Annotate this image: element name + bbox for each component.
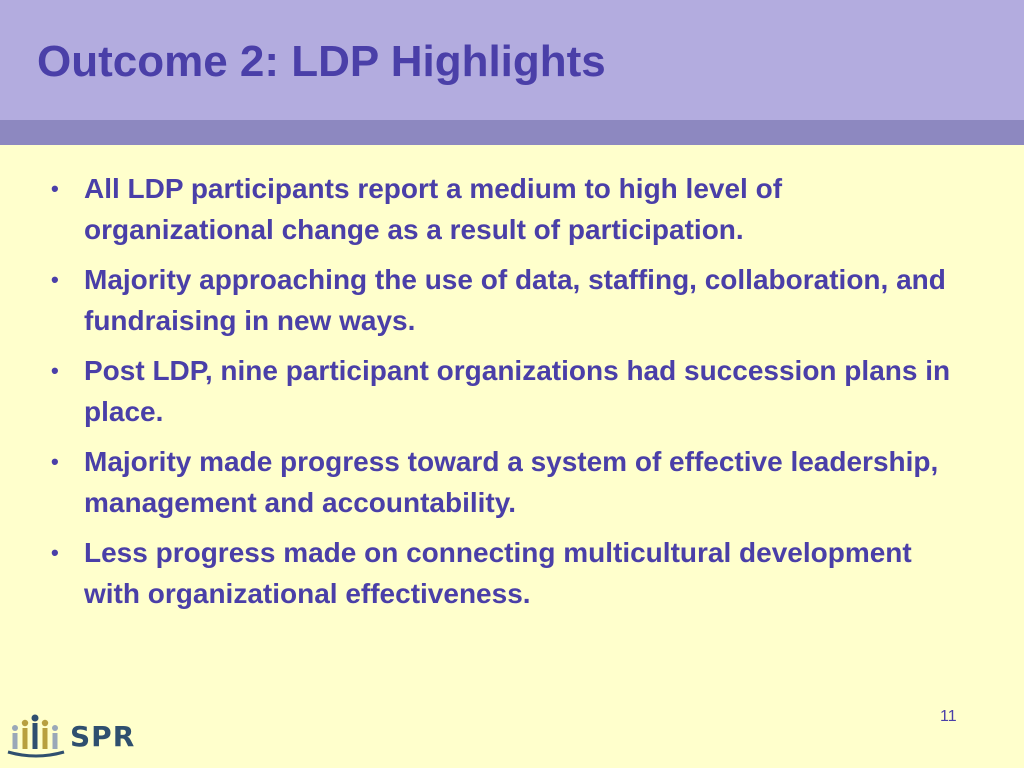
bullet-dot-icon: •: [51, 540, 59, 565]
header-bar: [0, 0, 1024, 120]
spr-logo: SPR: [6, 712, 134, 760]
bullet-item: • Post LDP, nine participant organizatio…: [40, 350, 970, 432]
header-band: [0, 120, 1024, 145]
bullet-text: Majority approaching the use of data, st…: [84, 264, 946, 336]
spr-logo-icon: [7, 714, 65, 758]
bullet-item: • Majority made progress toward a system…: [40, 441, 970, 523]
slide-title: Outcome 2: LDP Highlights: [37, 37, 606, 86]
bullet-text: Post LDP, nine participant organizations…: [84, 355, 951, 427]
bullet-item: • All LDP participants report a medium t…: [40, 168, 970, 250]
bullet-text: Less progress made on connecting multicu…: [84, 537, 912, 609]
bullet-dot-icon: •: [51, 267, 59, 292]
page-number: 11: [940, 708, 957, 725]
bullet-dot-icon: •: [51, 176, 59, 201]
bullet-text: All LDP participants report a medium to …: [84, 173, 783, 245]
bullet-text: Majority made progress toward a system o…: [84, 446, 939, 518]
bullet-dot-icon: •: [51, 358, 59, 383]
logo-text: SPR: [70, 720, 136, 753]
bullet-dot-icon: •: [51, 449, 59, 474]
bullet-item: • Less progress made on connecting multi…: [40, 532, 970, 614]
bullet-item: • Majority approaching the use of data, …: [40, 259, 970, 341]
bullet-list: • All LDP participants report a medium t…: [40, 168, 970, 623]
